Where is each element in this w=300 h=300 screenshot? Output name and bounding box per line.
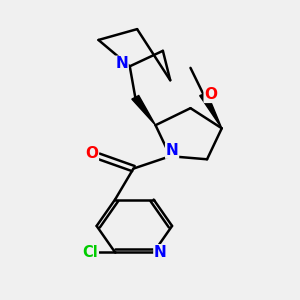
Text: N: N	[154, 245, 167, 260]
Text: O: O	[204, 87, 217, 102]
Polygon shape	[132, 95, 155, 125]
Text: O: O	[85, 146, 98, 161]
Polygon shape	[200, 93, 222, 128]
Text: N: N	[115, 56, 128, 71]
Text: N: N	[166, 143, 178, 158]
Text: Cl: Cl	[82, 245, 98, 260]
